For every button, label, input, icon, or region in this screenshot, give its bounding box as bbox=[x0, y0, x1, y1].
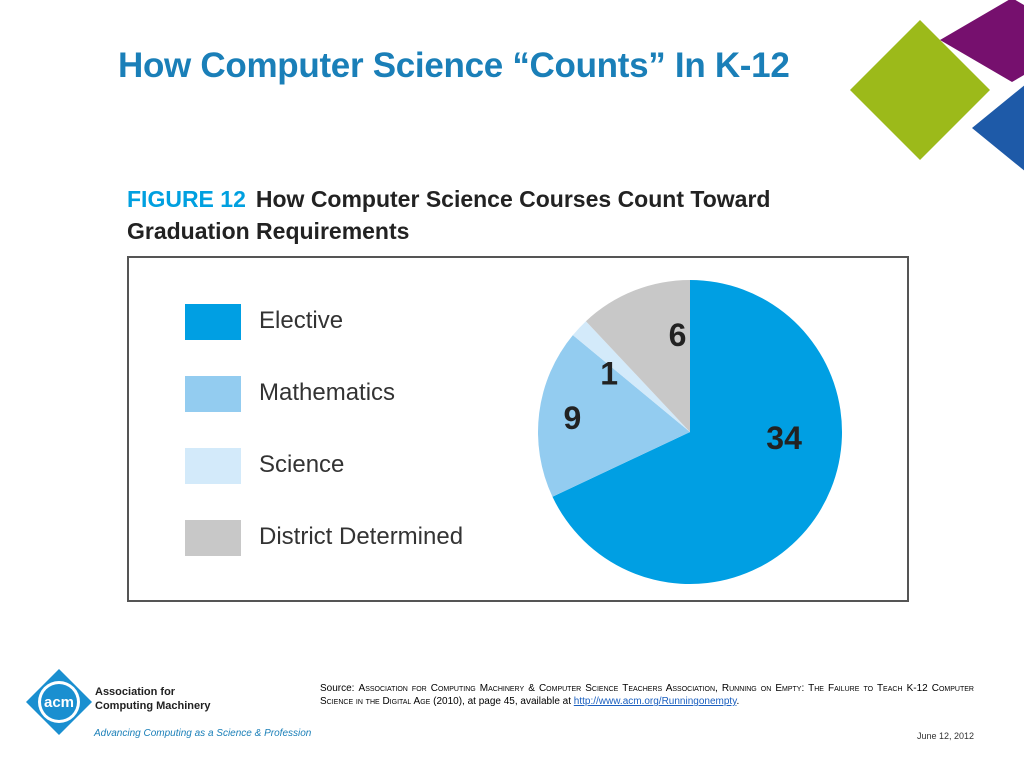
green-diamond bbox=[850, 20, 990, 160]
acm-name: Association for Computing Machinery bbox=[95, 685, 211, 713]
legend-swatch bbox=[185, 376, 241, 412]
acm-diamond-icon: acm bbox=[26, 669, 92, 735]
slide-date: June 12, 2012 bbox=[916, 731, 974, 741]
pie-chart: 34 91 6 bbox=[538, 280, 843, 584]
pie-slice-elective bbox=[552, 280, 843, 584]
source-suffix: . bbox=[736, 696, 740, 707]
acm-logo: acm Association for Computing Machinery … bbox=[24, 666, 314, 746]
acm-name-line1: Association for bbox=[95, 686, 176, 698]
pie-data-label: 34 bbox=[766, 420, 802, 456]
decorative-diamonds bbox=[850, 0, 1024, 171]
slide-title: How Computer Science “Counts” In K-12 bbox=[118, 46, 790, 85]
purple-diamond bbox=[940, 0, 1024, 82]
pie-data-label: 6 bbox=[669, 317, 687, 353]
pie-data-label: 9 bbox=[564, 400, 582, 436]
source-prefix: Source: bbox=[320, 683, 359, 694]
legend-swatch bbox=[185, 520, 241, 556]
figure-title: How Computer Science Courses Count Towar… bbox=[127, 186, 771, 244]
legend-label: Science bbox=[259, 451, 345, 478]
chart-frame: Elective Mathematics Science District Deter… bbox=[127, 256, 909, 602]
legend-label: Elective bbox=[259, 307, 344, 334]
source-citation: Source: Association for Computing Machin… bbox=[320, 682, 974, 708]
legend-swatch bbox=[185, 304, 241, 340]
pie-slice-mathematics bbox=[538, 335, 690, 497]
acm-tagline: Advancing Computing as a Science & Profe… bbox=[94, 728, 312, 739]
pie-data-label: 1 bbox=[600, 356, 618, 392]
source-details: (2010), at page 45, available at bbox=[430, 696, 574, 707]
pie-slice-science bbox=[572, 321, 690, 432]
acm-name-line2: Computing Machinery bbox=[95, 700, 211, 712]
legend-swatch bbox=[185, 448, 241, 484]
source-link[interactable]: http://www.acm.org/Runningonempty bbox=[573, 696, 737, 707]
figure-number: FIGURE 12 bbox=[127, 186, 246, 212]
blue-diamond bbox=[972, 85, 1024, 171]
source-title: Association for Computing Machinery & Co… bbox=[320, 683, 974, 707]
acm-mark-text: acm bbox=[44, 694, 74, 711]
legend-label: Mathematics bbox=[259, 379, 396, 406]
pie-slice-district-determined bbox=[585, 280, 690, 432]
figure-heading: FIGURE 12 How Computer Science Courses Co… bbox=[127, 183, 887, 247]
legend-label: District Determined bbox=[259, 523, 464, 550]
